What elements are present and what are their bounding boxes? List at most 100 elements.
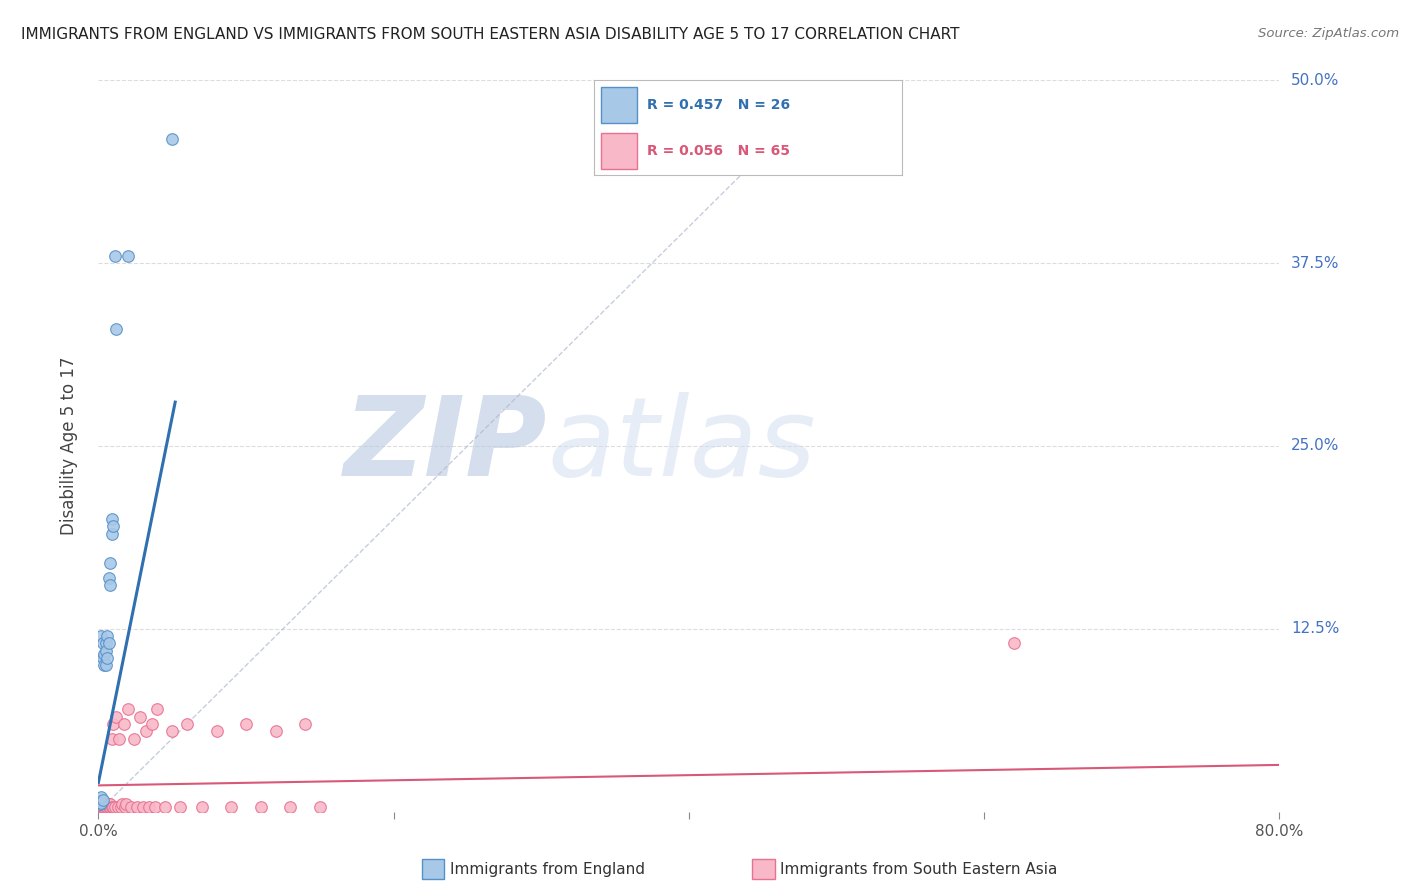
Point [112,717,135,731]
Point [162,132,183,146]
Point [94,658,117,673]
Point [100,800,122,814]
Point [91,800,114,814]
Point [91,636,114,650]
Point [91,793,114,807]
Point [91,797,114,812]
Point [138,800,160,814]
Point [96,797,118,812]
Point [94,797,117,812]
Point [278,800,302,814]
Point [90,798,112,813]
Point [107,800,129,814]
Point [103,800,125,814]
Text: Source: ZipAtlas.com: Source: ZipAtlas.com [1258,27,1399,40]
Point [89,795,111,809]
Point [1002,636,1025,650]
Point [90,797,112,812]
Point [128,709,150,723]
Point [93,800,115,814]
Point [98,800,121,814]
Text: 50.0%: 50.0% [1291,73,1340,87]
Point [219,800,242,814]
Point [93,658,115,673]
Point [191,800,214,814]
Point [89,795,111,809]
Point [89,797,111,812]
Point [97,800,120,814]
Point [96,800,118,814]
Point [125,800,148,814]
Text: 12.5%: 12.5% [1291,622,1340,636]
Point [117,702,139,716]
Point [100,526,122,541]
Point [250,800,273,814]
Point [90,796,112,810]
Point [162,724,183,739]
Point [235,717,257,731]
Text: Immigrants from England: Immigrants from England [450,863,645,877]
Point [91,795,114,809]
Point [89,797,111,812]
Point [141,717,163,731]
Text: IMMIGRANTS FROM ENGLAND VS IMMIGRANTS FROM SOUTH EASTERN ASIA DISABILITY AGE 5 T: IMMIGRANTS FROM ENGLAND VS IMMIGRANTS FR… [21,27,959,42]
Point [135,724,157,739]
Point [89,797,111,812]
Point [91,651,114,665]
Point [96,651,118,665]
Point [91,796,114,810]
Point [94,800,117,814]
Point [103,717,125,731]
Point [89,796,111,810]
Point [98,556,121,570]
Point [146,702,169,716]
Text: atlas: atlas [547,392,815,500]
Text: Immigrants from South Eastern Asia: Immigrants from South Eastern Asia [780,863,1057,877]
Point [90,800,112,814]
Point [89,798,111,813]
Point [100,731,122,746]
Point [111,797,134,812]
Point [93,647,115,661]
Point [264,724,287,739]
Point [115,797,138,812]
Point [94,644,117,658]
Point [90,790,112,805]
Point [294,717,316,731]
Point [103,519,125,533]
Point [122,731,145,746]
Point [153,800,176,814]
Point [90,796,112,810]
Point [96,629,118,643]
Point [117,249,139,263]
Point [104,249,127,263]
Point [100,512,122,526]
Point [97,636,120,650]
Point [90,797,112,812]
Point [110,800,132,814]
Point [120,800,142,814]
Text: 25.0%: 25.0% [1291,439,1340,453]
Point [94,796,117,810]
Point [98,578,121,592]
Point [89,800,111,814]
Point [93,797,115,812]
Point [105,322,128,336]
Point [94,636,117,650]
Point [108,731,131,746]
Text: ZIP: ZIP [343,392,547,500]
Point [104,800,127,814]
Point [143,800,166,814]
Point [176,717,198,731]
Point [105,709,128,723]
Y-axis label: Disability Age 5 to 17: Disability Age 5 to 17 [59,357,77,535]
Point [97,797,120,812]
Point [169,800,191,814]
Point [98,797,121,812]
Point [97,571,120,585]
Point [114,800,136,814]
Text: 37.5%: 37.5% [1291,256,1340,270]
Point [90,629,112,643]
Point [132,800,155,814]
Point [309,800,332,814]
